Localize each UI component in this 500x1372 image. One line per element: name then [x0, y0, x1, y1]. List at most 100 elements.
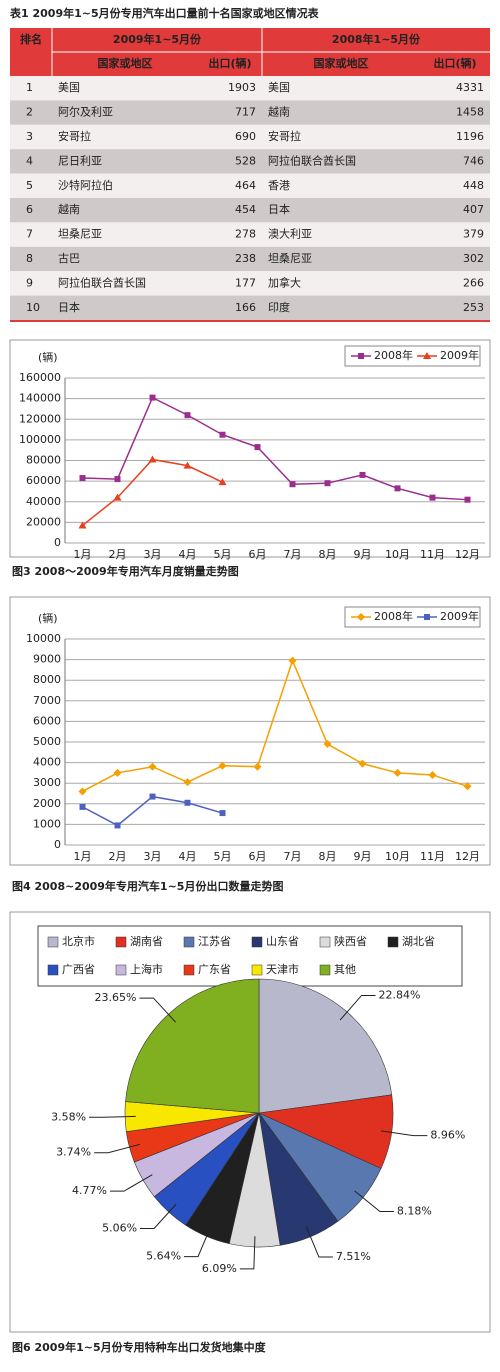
y-axis-label: (辆) [38, 611, 58, 625]
table-cell: 4331 [456, 81, 484, 94]
marker [183, 778, 192, 787]
legend-swatch [47, 936, 59, 948]
legend-swatch [115, 964, 127, 976]
table-cell: 253 [463, 301, 484, 314]
table-cell: 尼日利亚 [58, 154, 102, 167]
table-cell: 阿拉伯联合酋长国 [58, 275, 146, 289]
table-cell: 1458 [456, 106, 484, 119]
table-cell: 278 [235, 228, 256, 241]
header-column: 国家或地区 [98, 56, 153, 70]
legend-label: 北京市 [62, 934, 95, 948]
table-cell: 越南 [58, 202, 80, 216]
x-tick-label: 4月 [179, 548, 197, 561]
table-cell: 448 [463, 179, 484, 192]
x-tick-label: 12月 [455, 548, 480, 561]
legend-box [344, 345, 481, 367]
y-tick-label: 120000 [19, 412, 61, 425]
marker [253, 762, 262, 771]
marker [394, 485, 401, 492]
legend-label: 湖南省 [130, 935, 163, 948]
y-tick-label: 20000 [26, 515, 61, 528]
x-tick-label: 2月 [109, 548, 127, 561]
marker [219, 810, 226, 817]
table-cell: 3 [26, 130, 33, 143]
leader-line [354, 1190, 394, 1213]
legend-swatch [183, 964, 195, 976]
y-tick-label: 80000 [26, 454, 61, 467]
table-cell: 177 [235, 276, 256, 289]
legend-label: 其他 [334, 963, 356, 976]
table-cell: 6 [26, 203, 33, 216]
leader-line [139, 997, 176, 1023]
marker [288, 656, 297, 665]
marker [78, 787, 87, 796]
table-cell: 澳大利亚 [268, 227, 312, 241]
data-label: 3.74% [56, 1146, 91, 1159]
marker [358, 759, 367, 768]
marker [218, 478, 227, 486]
legend-box [37, 925, 463, 987]
table-cell: 安哥拉 [268, 129, 301, 143]
y-tick-label: 60000 [26, 474, 61, 487]
x-tick-label: 10月 [385, 850, 410, 863]
table-cell: 9 [26, 276, 33, 289]
data-label: 22.84% [379, 988, 421, 1001]
marker [323, 740, 332, 749]
marker [148, 762, 157, 771]
legend-swatch [319, 936, 331, 948]
legend-label: 湖北省 [402, 935, 435, 948]
x-tick-label: 1月 [74, 850, 92, 863]
legend-label: 天津市 [266, 962, 299, 976]
x-tick-label: 6月 [249, 850, 267, 863]
table-cell: 坦桑尼亚 [58, 227, 102, 241]
leader-line [94, 1143, 140, 1154]
header-group: 2009年1~5月份 [113, 32, 202, 46]
marker [357, 613, 365, 621]
legend-label: 陕西省 [334, 934, 367, 948]
y-tick-label: 140000 [19, 392, 61, 405]
table-cell: 古巴 [58, 252, 80, 265]
legend-swatch [47, 964, 59, 976]
table-row [10, 295, 490, 320]
table-row [10, 222, 490, 247]
legend-swatch [387, 936, 399, 948]
marker [393, 768, 402, 777]
legend-box [344, 606, 481, 628]
table-cell: 528 [235, 154, 256, 167]
table-cell: 10 [26, 301, 40, 314]
marker [423, 352, 431, 359]
table-cell: 717 [235, 106, 256, 119]
data-label: 4.77% [72, 1184, 107, 1197]
marker [254, 444, 261, 451]
table-cell: 香港 [268, 179, 290, 192]
leader-line [89, 1115, 136, 1118]
legend-swatch [183, 936, 195, 948]
table-cell: 238 [235, 252, 256, 265]
x-tick-label: 5月 [214, 850, 232, 863]
marker [324, 480, 331, 487]
marker [148, 455, 157, 463]
x-tick-label: 9月 [354, 548, 372, 561]
table-cell: 1196 [456, 130, 484, 143]
data-label: 7.51% [336, 1250, 371, 1263]
table-cell: 1 [26, 81, 33, 94]
marker [464, 496, 471, 503]
x-tick-label: 9月 [354, 850, 372, 863]
leader-line [239, 1236, 256, 1270]
y-tick-label: 40000 [26, 495, 61, 508]
x-tick-label: 8月 [319, 850, 337, 863]
x-tick-label: 10月 [385, 548, 410, 561]
legend-swatch [251, 964, 263, 976]
table-row [10, 198, 490, 223]
table-cell: 沙特阿拉伯 [58, 178, 113, 192]
table-cell: 日本 [268, 202, 290, 216]
x-tick-label: 3月 [144, 850, 162, 863]
y-tick-label: 6000 [33, 714, 61, 727]
legend-swatch [251, 936, 263, 948]
data-label: 3.58% [51, 1110, 86, 1123]
legend-label: 广西省 [62, 963, 95, 976]
header-rank: 排名 [20, 32, 42, 46]
x-tick-label: 7月 [284, 850, 302, 863]
chart-frame [9, 596, 491, 866]
